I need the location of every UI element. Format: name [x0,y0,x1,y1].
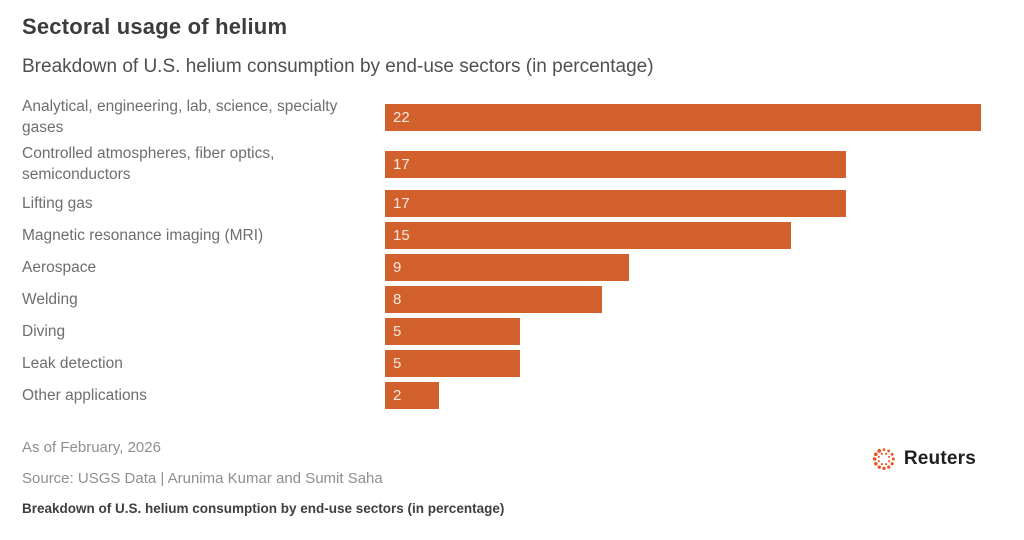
bar-value-label: 9 [393,259,402,276]
bar-track: 15 [385,222,981,249]
bar-category-label: Other applications [22,387,147,404]
chart-title: Sectoral usage of helium [22,14,288,39]
bar-category-label: Welding [22,291,78,308]
chart-footer: As of February, 2026 Source: USGS Data |… [22,439,981,516]
bar-category-label: Analytical, engineering, lab, science, s… [22,98,338,136]
bar-track: 9 [385,254,981,281]
bar-row: Leak detection 5 [22,350,981,377]
footer-caption: Breakdown of U.S. helium consumption by … [22,501,505,516]
bar-row: Other applications 2 [22,382,981,409]
bar-value-label: 5 [393,323,402,340]
reuters-logo-text: Reuters [903,448,976,469]
as-of-date: As of February, 2026 [22,439,161,456]
bar-row: Lifting gas 17 [22,190,981,217]
bar: 15 [385,222,792,249]
bar-track: 5 [385,318,981,345]
bar-value-label: 2 [393,387,402,404]
bar: 17 [385,190,846,217]
bar-row: Analytical, engineering, lab, science, s… [22,96,981,138]
bar-category-label: Leak detection [22,355,123,372]
chart-subtitle: Breakdown of U.S. helium consumption by … [22,56,654,77]
bar-value-label: 17 [393,195,410,212]
bar-row: Welding 8 [22,286,981,313]
bar-value-label: 8 [393,291,402,308]
bar-track: 8 [385,286,981,313]
reuters-logo: Reuters [870,445,976,473]
bar-value-label: 5 [393,355,402,372]
bar-track: 22 [385,103,981,131]
bar-value-label: 15 [393,227,410,244]
source-line: Source: USGS Data | Arunima Kumar and Su… [22,470,383,487]
bar-track: 2 [385,382,981,409]
bar-chart: Analytical, engineering, lab, science, s… [22,96,981,409]
bar-category-label: Magnetic resonance imaging (MRI) [22,227,264,244]
bar-track: 17 [385,190,981,217]
bar-row: Magnetic resonance imaging (MRI) 15 [22,222,981,249]
reuters-dotted-circle-icon [872,448,895,471]
bar-category-label: Controlled atmospheres, fiber optics, se… [22,145,275,183]
bar-track: 17 [385,150,981,178]
bar: 5 [385,318,521,345]
bar-track: 5 [385,350,981,377]
bar: 9 [385,254,629,281]
bar: 5 [385,350,521,377]
bar-category-label: Lifting gas [22,195,93,212]
bar-row: Diving 5 [22,318,981,345]
bar-value-label: 17 [393,155,410,173]
bar-category-label: Diving [22,323,66,340]
bar-category-label: Aerospace [22,259,97,276]
bar: 22 [385,103,981,131]
bar-row: Aerospace 9 [22,254,981,281]
bar: 2 [385,382,440,409]
bar: 8 [385,286,602,313]
bar: 17 [385,150,846,178]
bar-row: Controlled atmospheres, fiber optics, se… [22,143,981,185]
bar-value-label: 22 [393,108,410,126]
